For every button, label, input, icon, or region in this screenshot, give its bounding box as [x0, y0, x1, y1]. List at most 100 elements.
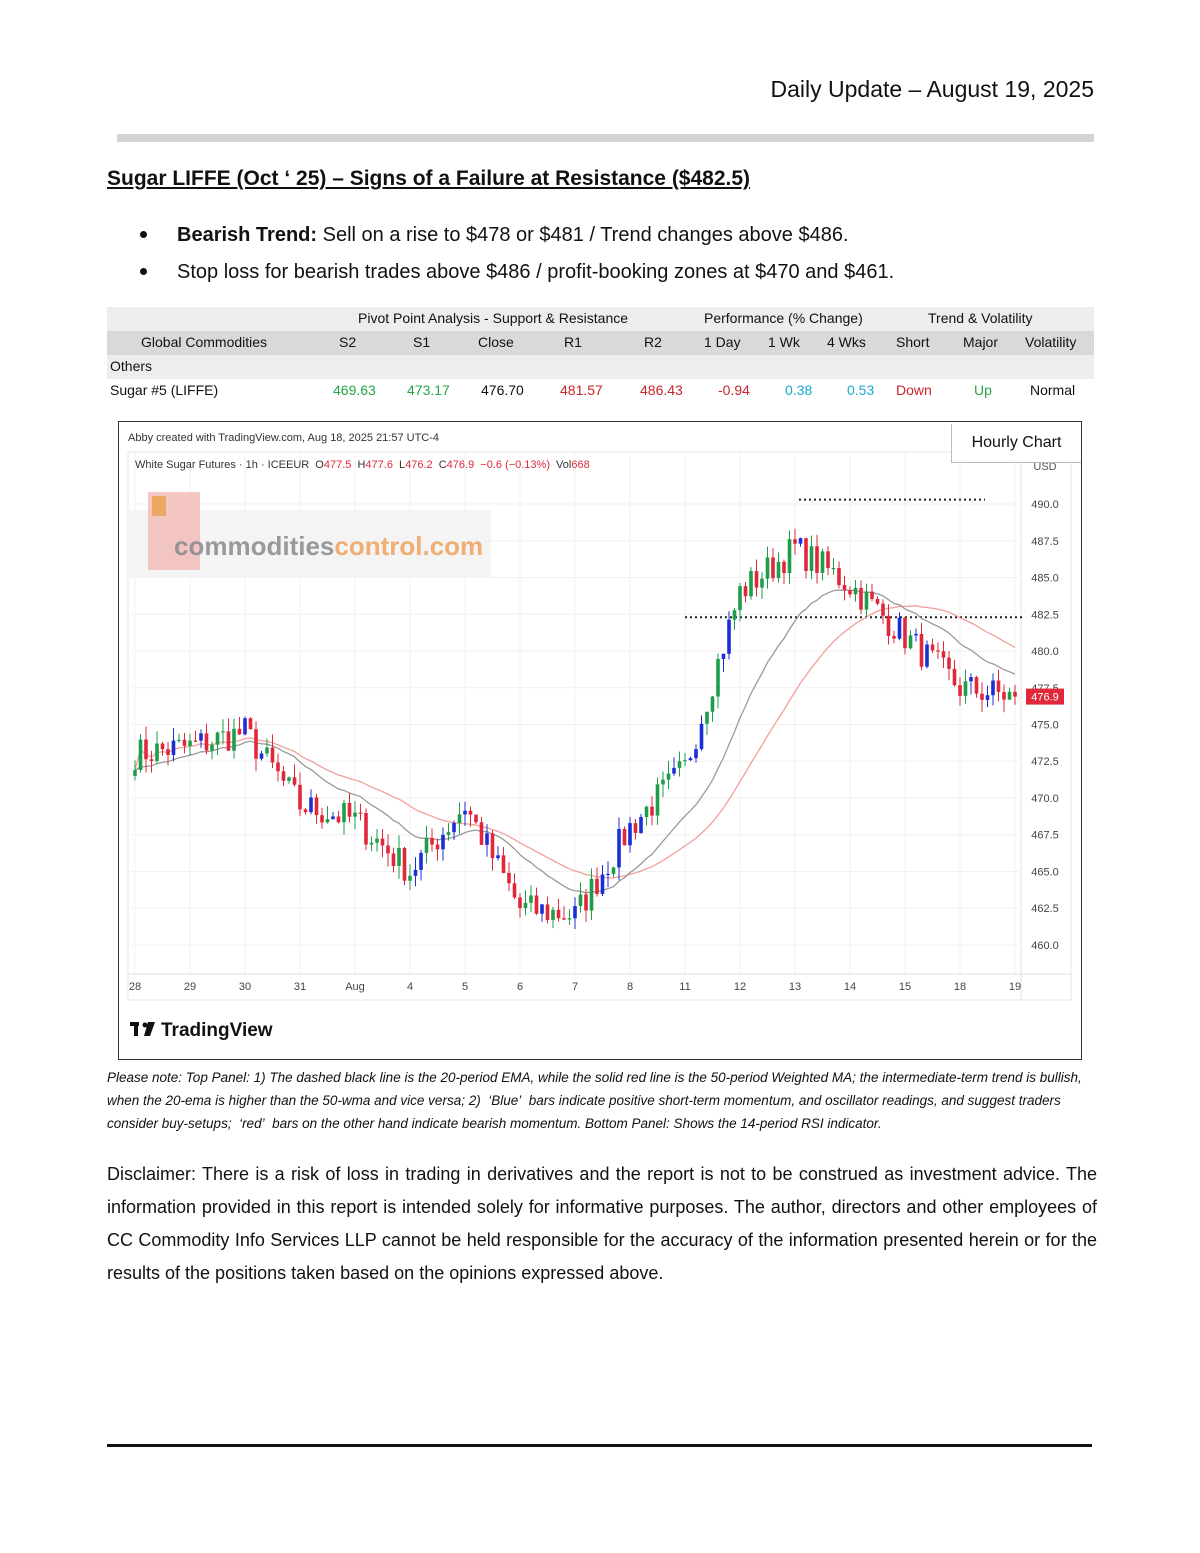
volume-value: 668 [571, 459, 589, 471]
candle-body [485, 833, 489, 845]
low-label: L [399, 459, 405, 471]
candle-body [259, 753, 264, 759]
candle-body [606, 873, 610, 876]
change-value: −0.6 (−0.13%) [480, 459, 550, 471]
candle-body [320, 815, 324, 823]
candle-body [155, 743, 159, 762]
table-section-row: Others [107, 355, 1094, 379]
candle-body [204, 733, 209, 751]
column-header: R2 [644, 334, 662, 350]
candle-body [677, 761, 682, 768]
x-tick-label: 6 [517, 981, 523, 993]
cell-short-trend: Down [896, 382, 932, 398]
candle-body [193, 740, 198, 742]
candle-body [694, 749, 698, 759]
candle-body [974, 677, 979, 694]
candle-body [875, 598, 880, 604]
candle-body [743, 586, 748, 597]
candle-body [732, 610, 737, 620]
cell-1day: -0.94 [718, 382, 750, 398]
logo-text-part-a: commodities [174, 531, 334, 561]
candle-body [144, 739, 148, 760]
candle-body [391, 853, 396, 866]
x-tick-label: 5 [462, 981, 468, 993]
candle-body [496, 855, 500, 859]
x-tick-label: 11 [679, 981, 690, 993]
candle-body [831, 568, 836, 570]
price-chart: commoditiescontrol.com Abby created with… [127, 432, 1072, 1041]
group-header-pivot: Pivot Point Analysis - Support & Resista… [358, 310, 629, 326]
candle-body [210, 744, 214, 751]
candle-body [578, 894, 583, 907]
cell-s1: 473.17 [407, 382, 450, 398]
candle-body [809, 546, 814, 571]
candle-body [534, 895, 539, 914]
candle-body [490, 833, 495, 859]
column-header: 1 Wk [768, 334, 800, 350]
table-group-header-row: Pivot Point Analysis - Support & Resista… [107, 307, 1094, 331]
candle-body [292, 777, 297, 785]
candle-body [903, 617, 907, 649]
recommendation-list: Bearish Trend: Sell on a rise to $478 or… [140, 222, 894, 296]
x-tick-label: 4 [407, 981, 413, 993]
candle-body [182, 739, 187, 746]
cell-s2: 469.63 [333, 382, 376, 398]
column-header: Global Commodities [141, 334, 268, 350]
candle-body [985, 695, 990, 700]
candle-body [243, 718, 247, 735]
candle-body [369, 842, 374, 845]
candle-body [595, 878, 599, 894]
candle-body [512, 883, 517, 898]
table-header-row: Global Commodities S2 S1 Close R1 R2 1 D… [107, 331, 1094, 355]
candle-body [782, 561, 786, 574]
candle-body [232, 728, 236, 751]
candle-body [149, 759, 154, 762]
plot-border [127, 451, 1072, 1001]
open-label: O [315, 459, 324, 471]
candle-body [375, 838, 379, 843]
y-tick-label: 460.0 [1031, 940, 1059, 952]
candle-body [287, 777, 291, 781]
column-header: 1 Day [704, 334, 741, 350]
candle-body [468, 810, 473, 815]
candle-body [408, 875, 412, 881]
candle-body [716, 658, 720, 697]
candle-body [908, 635, 913, 649]
bullet-text: Stop loss for bearish trades above $486 … [177, 261, 895, 283]
candle-body [853, 587, 858, 595]
candle-body [298, 784, 302, 810]
y-tick-label: 490.0 [1031, 499, 1059, 511]
candle-body [969, 677, 973, 682]
candle-body [402, 847, 407, 881]
chart-created-label: Abby created with TradingView.com, Aug 1… [128, 432, 439, 444]
candle-body [254, 729, 258, 759]
cell-close: 476.70 [481, 382, 524, 398]
candle-body [688, 758, 693, 761]
candle-body [364, 812, 368, 845]
logo-text: commoditiescontrol.com [174, 531, 483, 561]
candle-body [958, 685, 962, 696]
column-header: Volatility [1025, 334, 1077, 350]
column-header: Close [478, 334, 514, 350]
candle-body [303, 809, 308, 813]
candle-body [941, 651, 946, 658]
candle-body [523, 902, 528, 909]
y-tick-label: 467.5 [1031, 830, 1059, 842]
report-title: Sugar LIFFE (Oct ‘ 25) – Signs of a Fail… [107, 167, 751, 190]
candle-body [325, 819, 330, 823]
candle-body [765, 557, 770, 579]
column-header: S1 [413, 334, 431, 350]
candle-body [683, 760, 687, 762]
low-value: 476.2 [405, 459, 433, 471]
candle-body [804, 538, 808, 571]
brand-mark-icon-stem [134, 1022, 138, 1036]
candle-body [342, 802, 346, 823]
cell-volatility: Normal [1030, 382, 1076, 398]
candle-body [138, 739, 143, 771]
column-header: Short [896, 334, 930, 350]
close-label: C [439, 459, 447, 471]
candle-body [452, 822, 456, 833]
candle-body [529, 895, 533, 903]
y-tick-label: 472.5 [1031, 756, 1059, 768]
candle-body [705, 711, 709, 724]
